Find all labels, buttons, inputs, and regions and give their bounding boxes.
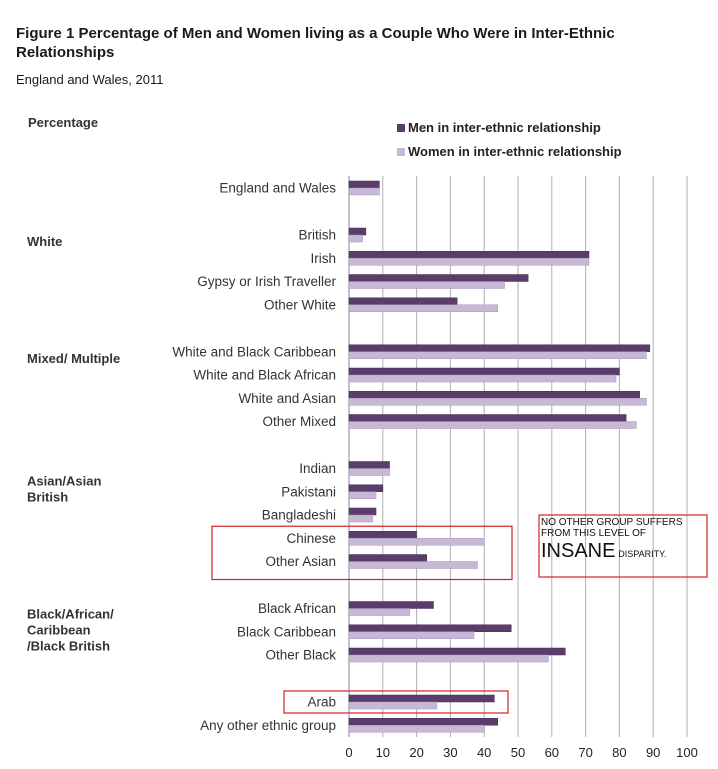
group-label: Asian/Asian bbox=[27, 474, 101, 489]
highlight-box-chinese-other-asian bbox=[211, 525, 513, 581]
category-label: Other Asian bbox=[265, 554, 336, 569]
annotation-line-1: NO OTHER GROUP SUFFERS bbox=[541, 517, 683, 528]
category-label: White and Asian bbox=[238, 391, 336, 406]
bar-men bbox=[348, 694, 495, 703]
bar-men bbox=[348, 484, 384, 492]
bar-women bbox=[348, 608, 411, 616]
x-tick-label: 50 bbox=[511, 745, 525, 760]
bar-women bbox=[348, 468, 390, 476]
category-label: Irish bbox=[310, 251, 336, 266]
legend-label: Men in inter-ethnic relationship bbox=[408, 120, 601, 135]
bar-women bbox=[348, 561, 478, 569]
x-tick-label: 10 bbox=[376, 745, 390, 760]
category-label: Indian bbox=[299, 461, 336, 476]
x-tick-label: 70 bbox=[578, 745, 592, 760]
bar-women bbox=[348, 374, 617, 383]
bar-women bbox=[348, 281, 505, 289]
x-tick-label: 40 bbox=[477, 745, 491, 760]
category-label: Any other ethnic group bbox=[200, 718, 336, 733]
legend-label: Women in inter-ethnic relationship bbox=[408, 144, 622, 159]
category-label: England and Wales bbox=[219, 181, 336, 196]
bar-men bbox=[348, 274, 529, 282]
category-label: Other Mixed bbox=[262, 414, 336, 429]
annotation-line-2: FROM THIS LEVEL OF bbox=[541, 528, 647, 539]
category-label: Other Black bbox=[265, 648, 336, 663]
bar-men bbox=[348, 227, 367, 236]
bar-women bbox=[348, 234, 363, 243]
bar-women bbox=[348, 538, 485, 546]
disparity-annotation: NO OTHER GROUP SUFFERS FROM THIS LEVEL O… bbox=[541, 517, 701, 563]
bar-women bbox=[348, 491, 377, 499]
bar-men bbox=[348, 344, 651, 352]
bar-men bbox=[348, 251, 590, 259]
figure-title: Figure 1 Percentage of Men and Women liv… bbox=[16, 25, 615, 61]
bar-women bbox=[348, 398, 647, 406]
x-tick-label: 90 bbox=[646, 745, 660, 760]
x-tick-label: 100 bbox=[676, 745, 698, 760]
group-label: Mixed/ Multiple bbox=[27, 351, 120, 366]
group-label: White bbox=[27, 234, 62, 249]
bar-men bbox=[348, 461, 390, 469]
bar-women bbox=[348, 351, 647, 359]
x-tick-label: 20 bbox=[409, 745, 423, 760]
x-tick-label: 30 bbox=[443, 745, 457, 760]
bar-women bbox=[348, 654, 549, 663]
bar-men bbox=[348, 180, 380, 189]
bar-women bbox=[348, 258, 590, 266]
category-label: Pakistani bbox=[281, 484, 336, 499]
category-label: British bbox=[298, 228, 336, 243]
bar-men bbox=[348, 414, 627, 422]
legend-swatch bbox=[397, 148, 405, 156]
y-axis-title: Percentage bbox=[28, 115, 98, 130]
bar-men bbox=[348, 531, 417, 539]
bar-men bbox=[348, 624, 512, 632]
bar-women bbox=[348, 514, 373, 523]
x-tick-label: 80 bbox=[612, 745, 626, 760]
x-tick-label: 60 bbox=[545, 745, 559, 760]
group-label: Caribbean bbox=[27, 623, 91, 638]
bar-women bbox=[348, 187, 380, 196]
bar-men bbox=[348, 391, 640, 399]
category-label: Chinese bbox=[286, 531, 336, 546]
bar-men bbox=[348, 647, 566, 656]
group-label: British bbox=[27, 490, 68, 505]
category-label: Black African bbox=[258, 601, 336, 616]
legend-swatch bbox=[397, 124, 405, 132]
category-label: White and Black Caribbean bbox=[172, 344, 336, 359]
group-label: /Black British bbox=[27, 639, 110, 654]
bar-women bbox=[348, 304, 498, 312]
bar-women bbox=[348, 725, 485, 733]
category-label: Bangladeshi bbox=[262, 508, 336, 523]
group-label: Black/African/ bbox=[27, 607, 114, 622]
bar-men bbox=[348, 367, 620, 376]
category-label: White and Black African bbox=[193, 368, 336, 383]
category-label: Gypsy or Irish Traveller bbox=[197, 274, 336, 289]
figure-subtitle: England and Wales, 2011 bbox=[16, 72, 164, 87]
bar-men bbox=[348, 554, 427, 562]
highlight-box-arab bbox=[283, 690, 509, 714]
bar-women bbox=[348, 421, 637, 429]
category-label: Black Caribbean bbox=[237, 624, 336, 639]
bar-women bbox=[348, 701, 438, 710]
annotation-tail: DISPARITY. bbox=[618, 549, 667, 559]
annotation-box bbox=[538, 514, 708, 578]
category-label: Other White bbox=[264, 297, 336, 312]
bar-men bbox=[348, 297, 458, 305]
annotation-emphasis: INSANE bbox=[541, 540, 616, 562]
bar-men bbox=[348, 507, 377, 516]
x-tick-label: 0 bbox=[345, 745, 352, 760]
bar-women bbox=[348, 631, 475, 639]
bar-men bbox=[348, 718, 498, 726]
category-label: Arab bbox=[307, 695, 336, 710]
bar-men bbox=[348, 601, 434, 609]
